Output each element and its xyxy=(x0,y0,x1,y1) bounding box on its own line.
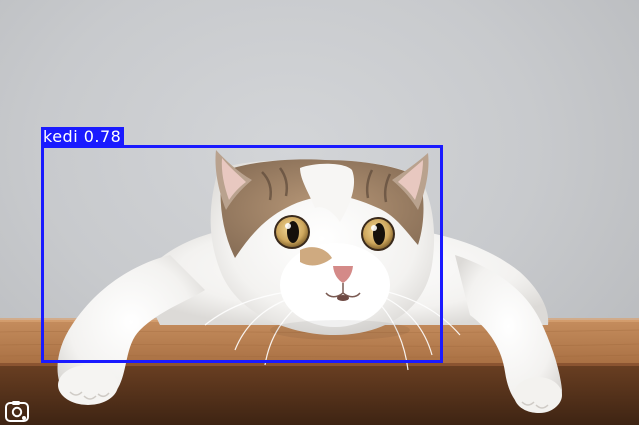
detection-bounding-box xyxy=(41,145,443,363)
cat-eyes xyxy=(274,215,395,251)
detection-label: kedi 0.78 xyxy=(41,127,125,146)
cat xyxy=(57,150,562,414)
visual-search-icon[interactable] xyxy=(4,399,30,423)
